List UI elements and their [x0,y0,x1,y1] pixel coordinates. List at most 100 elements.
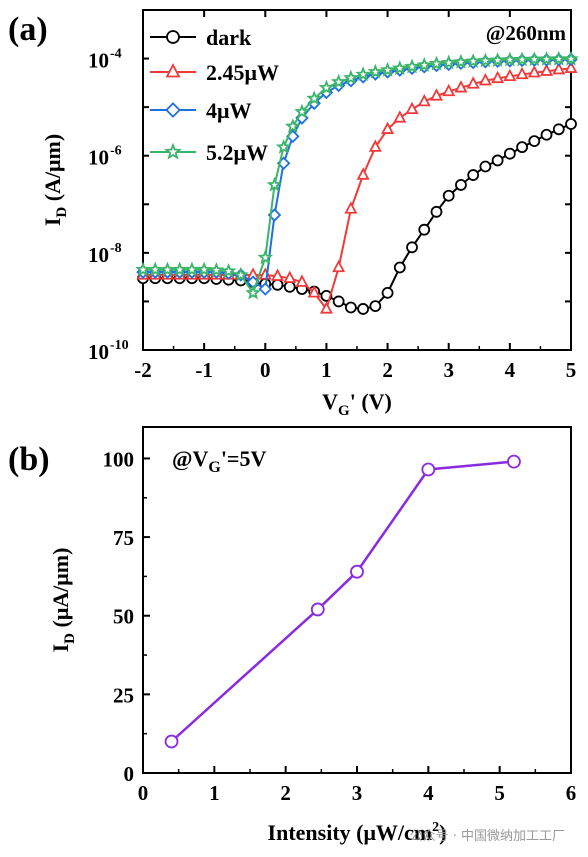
data-point [453,53,469,69]
data-point [393,261,406,274]
data-point [381,121,395,134]
panel-a-xtick-label: -2 [134,358,152,382]
watermark: 公众号 · 中国微纳加工工厂 [410,829,565,844]
data-point [440,54,457,70]
panel-b-ytick-label: 100 [103,447,135,471]
panel-a-ylabel-sub: D [54,207,70,218]
panel-b-series-group [164,454,521,749]
data-point [271,268,285,281]
data-point [159,261,176,277]
data-point [491,154,504,167]
data-point [418,223,431,236]
data-point [307,285,321,298]
data-point [350,564,364,579]
data-point [318,79,335,95]
data-point [258,282,273,296]
panel-a-legend: dark 2.45μW 4μW 5.2μW [150,25,279,165]
data-point [393,110,407,123]
data-point [369,300,382,313]
data-point [515,66,529,80]
legend-label: 4μW [206,98,251,123]
panel-b-annotation-sub: G [208,459,221,476]
data-point [421,462,436,477]
data-point [295,274,309,287]
data-point [306,90,323,106]
data-point [538,51,555,66]
data-point [310,602,325,617]
panel-b: (b) 0 1 2 3 4 5 6 0 25 50 75 100 @VG'=5V Intensity … [8,426,577,845]
data-point [563,50,579,66]
panel-b-xlabel-main: Intensity (μW/cm [268,820,433,845]
data-point [344,201,358,214]
data-point [477,52,494,68]
data-point [344,301,357,314]
data-point [196,261,212,277]
panel-a-xtick-label: 4 [505,358,516,382]
data-point [417,93,431,107]
panel-b-ytick-label: 25 [113,683,134,707]
legend-marker [166,30,180,44]
data-point [257,249,274,265]
panel-b-ytick-label: 0 [124,762,135,786]
data-point [355,66,371,82]
panel-a-xtick-label: 2 [382,358,393,382]
data-point [220,262,237,278]
data-point [233,266,249,282]
data-point [479,160,492,173]
data-point [343,69,359,85]
panel-a-annotation: @260nm [486,21,567,45]
data-point [502,51,518,67]
panel-a-xlabel-sub: G [338,403,350,419]
data-point [540,128,553,141]
panel-b-ytick-label: 75 [113,526,134,550]
panel-b-ylabel-sub: D [62,633,78,644]
data-point [467,169,480,181]
data-point [283,270,297,283]
data-point [356,167,370,180]
data-point [319,301,333,314]
data-point [368,139,382,152]
panel-a-ytick-label: 10 [88,340,109,364]
panel-b-xtick-label: 3 [352,781,363,805]
legend-label: dark [206,25,252,50]
panel-a-label: (a) [8,11,48,48]
data-point [294,103,310,119]
panel-a-xlabel-main: V [322,389,338,414]
legend-label: 5.2μW [206,140,268,165]
panel-b-ylabel-main: I [48,644,73,653]
panel-b-ticks: 0 1 2 3 4 5 6 0 25 50 75 100 [103,447,577,805]
panel-b-label: (b) [8,441,50,478]
data-point [507,454,521,469]
panel-b-xlabel-sup: 2 [432,820,439,835]
data-point [526,51,543,67]
panel-a-ytick-exponent: -4 [110,47,122,62]
data-point [283,280,296,293]
series-line-3 [143,58,571,296]
data-point [442,83,456,97]
panel-a-ylabel-main: I [40,218,65,227]
data-point [466,76,480,89]
panel-a-ytick-label: 10 [88,49,109,73]
panel-a-xtick-label: 3 [443,358,454,382]
data-point [416,57,433,72]
data-point [552,123,565,136]
data-point [540,63,554,76]
data-point [266,176,283,192]
data-point [404,58,420,74]
panel-a-xtick-label: 5 [566,358,577,382]
data-point [455,179,467,191]
panel-a-xtick-label: 0 [260,358,271,382]
panel-b-xtick-label: 1 [209,781,220,805]
data-point [332,259,346,273]
panel-b-ylabel: ID (μA/μm) [48,548,78,653]
data-point [552,62,566,75]
data-point [330,73,347,89]
data-point [491,70,505,84]
data-point [429,88,443,101]
data-point [516,141,528,154]
data-point [503,147,516,160]
panel-a-series-group [135,50,579,315]
data-point [184,261,200,277]
data-point [332,295,345,308]
